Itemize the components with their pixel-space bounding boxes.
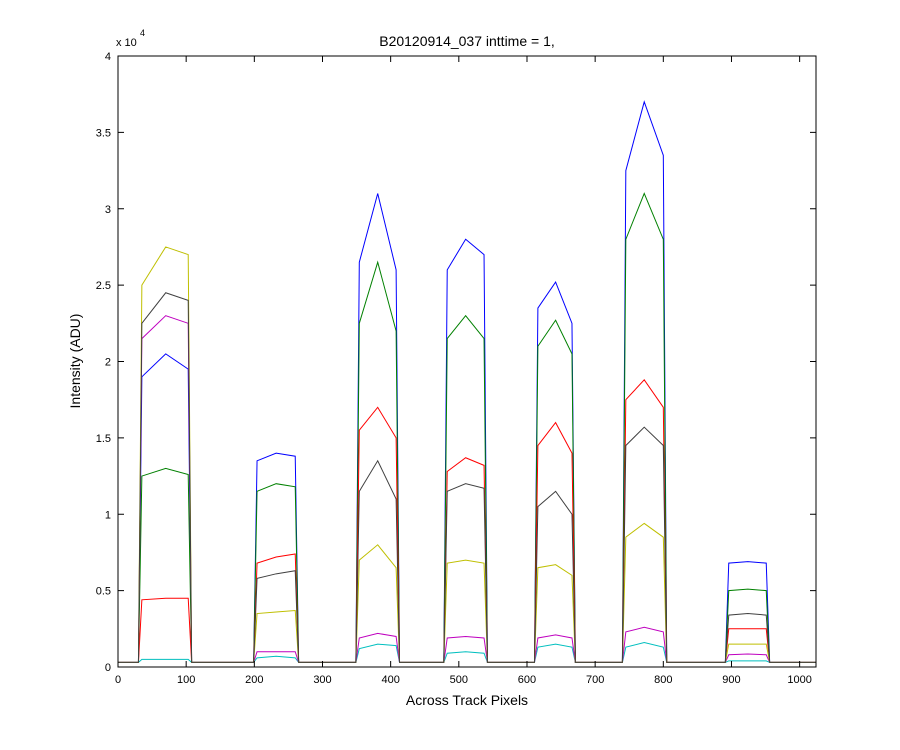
- x-tick-label: 400: [381, 674, 399, 686]
- y-tick-label: 2: [105, 357, 111, 369]
- x-tick-label: 600: [518, 674, 536, 686]
- x-tick-label: 100: [177, 674, 195, 686]
- y-tick-label: 3: [105, 204, 111, 216]
- y-multiplier-exponent: 4: [140, 28, 145, 38]
- y-tick-label: 1: [105, 509, 111, 521]
- x-tick-label: 0: [115, 674, 121, 686]
- series-line: [118, 292, 816, 663]
- x-tick-label: 1000: [787, 674, 811, 686]
- y-tick-label: 3.5: [96, 127, 111, 139]
- x-axis-title: Across Track Pixels: [406, 692, 528, 708]
- x-tick-label: 500: [450, 674, 468, 686]
- y-tick-label: 1.5: [96, 433, 111, 445]
- chart-title: B20120914_037 inttime = 1,: [379, 33, 555, 49]
- y-tick-label: 0: [105, 662, 111, 674]
- y-tick-label: 2.5: [96, 280, 111, 292]
- y-tick-label: 4: [105, 51, 111, 63]
- x-tick-label: 300: [313, 674, 331, 686]
- x-tick-label: 700: [586, 674, 604, 686]
- x-tick-label: 200: [245, 674, 263, 686]
- y-axis-title: Intensity (ADU): [67, 314, 83, 409]
- x-tick-label: 900: [722, 674, 740, 686]
- y-tick-label: 0.5: [96, 586, 111, 598]
- x-tick-label: 800: [654, 674, 672, 686]
- y-multiplier: x 10: [116, 37, 137, 49]
- plot-area: [118, 56, 816, 667]
